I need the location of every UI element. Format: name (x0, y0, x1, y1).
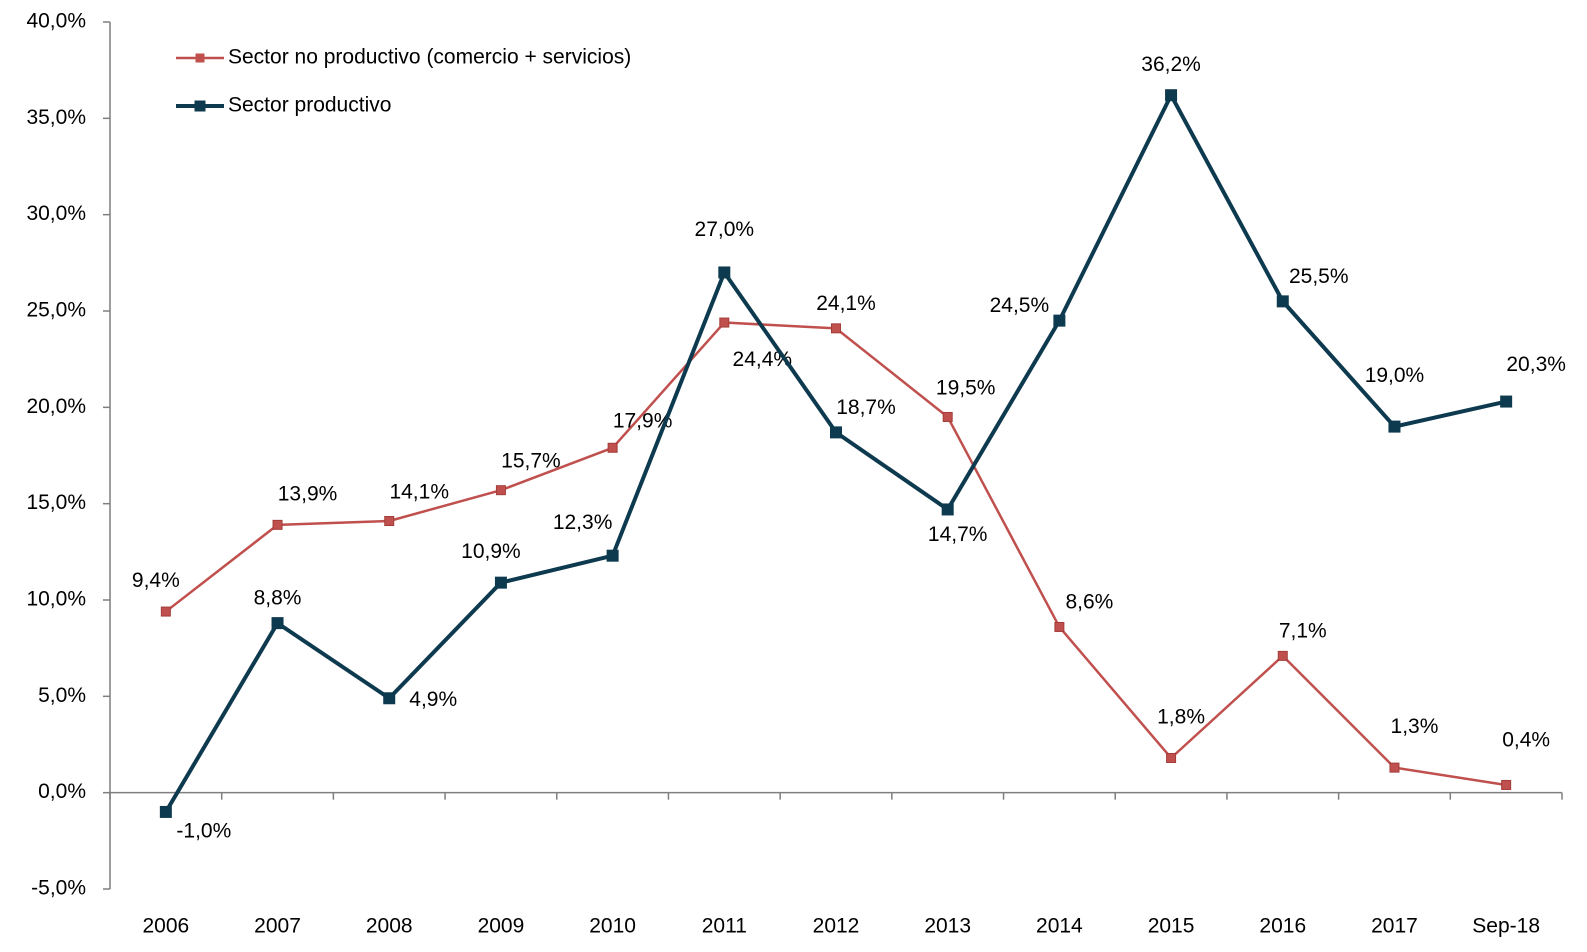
y-tick-label: 10,0% (26, 588, 86, 611)
data-point (1389, 762, 1400, 773)
x-tick-label: 2015 (1148, 915, 1195, 938)
data-label: 17,9% (613, 409, 673, 432)
data-label: 19,5% (936, 377, 996, 400)
data-label: 20,3% (1506, 353, 1566, 376)
data-point (830, 426, 842, 439)
data-point (159, 805, 172, 818)
data-label: 8,8% (254, 587, 302, 610)
x-tick-label: 2012 (813, 915, 860, 938)
data-label: 18,7% (836, 396, 896, 419)
data-point (1500, 395, 1513, 408)
y-tick-label: 20,0% (26, 395, 86, 418)
data-label: 24,5% (990, 294, 1050, 317)
y-tick-label: 15,0% (26, 491, 86, 514)
data-label: 13,9% (278, 482, 338, 505)
data-label: -1,0% (176, 819, 231, 842)
data-label: 1,8% (1157, 706, 1205, 729)
data-point (383, 692, 396, 705)
y-tick-label: 40,0% (26, 10, 86, 33)
y-tick-label: 30,0% (26, 202, 86, 225)
legend-marker (194, 100, 206, 112)
x-tick-label: 2007 (254, 915, 301, 938)
y-tick-label: 35,0% (26, 106, 86, 129)
x-tick-label: 2008 (366, 915, 413, 938)
legend-marker (195, 53, 205, 63)
y-tick-label: -5,0% (31, 877, 86, 900)
data-label: 1,3% (1391, 715, 1439, 738)
data-point (1054, 621, 1065, 632)
data-label: 8,6% (1065, 591, 1113, 614)
data-point (1277, 650, 1288, 661)
data-label: 14,1% (389, 481, 449, 504)
data-label: 19,0% (1365, 364, 1425, 387)
data-point (942, 411, 953, 422)
data-point (831, 323, 841, 334)
data-point (718, 266, 731, 279)
data-label: 25,5% (1289, 265, 1349, 288)
data-label: 7,1% (1279, 619, 1327, 642)
x-tick-label: 2009 (478, 915, 525, 938)
data-point (607, 442, 618, 453)
data-label: 36,2% (1141, 53, 1201, 76)
y-tick-label: 25,0% (26, 299, 86, 322)
data-label: 24,4% (733, 348, 793, 371)
data-point (1165, 89, 1178, 102)
data-point (272, 519, 283, 530)
x-tick-label: 2016 (1259, 915, 1306, 938)
x-tick-label: 2014 (1036, 915, 1083, 938)
data-point (1276, 295, 1289, 308)
series-line (164, 93, 1507, 813)
data-point (1388, 420, 1401, 433)
data-label: 12,3% (553, 511, 613, 534)
y-tick-label: 5,0% (38, 684, 86, 707)
data-point (271, 617, 284, 630)
data-point (1053, 314, 1066, 327)
data-point (606, 549, 619, 562)
data-point (941, 503, 954, 516)
x-tick-label: 2013 (924, 915, 971, 938)
series-line (165, 321, 1507, 787)
data-label: 15,7% (501, 450, 561, 473)
x-tick-label: 2010 (589, 915, 636, 938)
x-tick-label: 2017 (1371, 915, 1418, 938)
data-point (719, 317, 730, 328)
data-point (495, 485, 506, 496)
y-tick-label: 0,0% (38, 780, 86, 803)
x-tick-label: 2011 (702, 915, 747, 938)
data-label: 10,9% (461, 540, 521, 563)
legend-label: Sector productivo (228, 94, 391, 117)
data-label: 14,7% (928, 523, 988, 546)
data-label: 4,9% (409, 688, 457, 711)
legend-label: Sector no productivo (comercio + servici… (228, 46, 631, 69)
data-point (1501, 779, 1512, 790)
data-label: 0,4% (1502, 729, 1550, 752)
data-point (384, 516, 395, 527)
data-label: 9,4% (132, 569, 180, 592)
x-tick-label: Sep-18 (1472, 915, 1540, 938)
data-point (1166, 752, 1177, 763)
data-label: 27,0% (695, 218, 755, 241)
x-tick-label: 2006 (142, 915, 189, 938)
data-label: 24,1% (816, 292, 876, 315)
data-point (494, 576, 507, 589)
data-point (160, 606, 171, 617)
